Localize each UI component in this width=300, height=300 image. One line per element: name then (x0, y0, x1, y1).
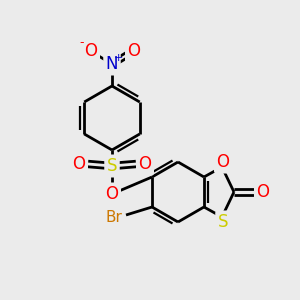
Text: O: O (106, 185, 118, 203)
Text: -: - (80, 37, 84, 50)
Text: O: O (139, 155, 152, 173)
Text: O: O (256, 183, 269, 201)
Text: O: O (85, 42, 98, 60)
Text: S: S (218, 213, 228, 231)
Text: O: O (128, 42, 140, 60)
Text: S: S (107, 157, 117, 175)
Text: +: + (113, 53, 123, 63)
Text: Br: Br (106, 209, 122, 224)
Text: O: O (73, 155, 85, 173)
Text: N: N (106, 55, 118, 73)
Text: O: O (217, 153, 230, 171)
